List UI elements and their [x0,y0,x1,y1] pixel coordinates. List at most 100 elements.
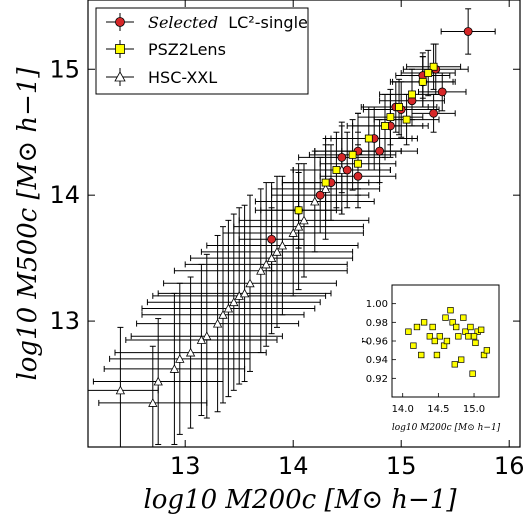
main-markers [115,27,473,407]
inset-data-point [405,328,412,335]
inset-data-point [465,333,472,340]
data-point-hsc-xxl [245,278,255,288]
data-point-hsc-xxl [239,288,250,298]
inset-x-tick-label: 14.0 [392,404,414,415]
svg-text:Selected LC²-single: Selected LC²-single [148,13,308,32]
inset-y-axis-label: r [358,338,371,344]
data-point-lc2-single [375,146,385,156]
inset-data-point [436,333,443,340]
data-point-psz2lens [354,159,362,168]
inset-data-point [420,319,428,326]
inset-data-point [483,347,491,354]
data-point-lc2-single [353,171,363,181]
data-point-psz2lens [424,69,433,77]
data-point-hsc-xxl [218,309,228,319]
y-tick-label: 13 [49,307,80,335]
data-point-psz2lens [418,77,427,86]
inset-data-point [418,351,425,359]
inset-data-point [431,337,438,345]
main-ticks: 13 14 15 16 13 14 15 [49,0,524,480]
data-point-hsc-xxl [169,364,180,373]
inset-data-point [442,314,449,321]
data-point-hsc-xxl [175,354,185,363]
inset-markers [405,307,491,377]
data-point-hsc-xxl [212,318,223,328]
x-tick-label: 16 [494,452,524,480]
data-point-hsc-xxl [223,303,234,313]
data-point-psz2lens [381,122,389,130]
legend-label-psz2lens: PSZ2Lens [148,40,226,59]
data-point-hsc-xxl [115,385,126,395]
inset-data-point [429,323,436,331]
inset-data-point [472,339,479,347]
inset-data-point [467,323,474,331]
data-point-lc2-single [437,87,447,97]
legend-label-hsc-xxl: HSC-XXL [148,68,217,87]
main-plot: 13 14 15 16 13 14 15 log10 M200c [M⊙ h−1] log1… [13,0,524,515]
inset-data-point [443,337,451,345]
data-point-lc2-single [463,27,473,36]
y-tick-label: 15 [49,55,80,83]
data-point-hsc-xxl [266,253,277,263]
inset-y-tick-label: 1.00 [366,299,388,310]
data-point-hsc-xxl [299,215,309,225]
data-point-hsc-xxl [196,335,207,344]
data-point-psz2lens [395,103,403,111]
inset-y-tick-label: 0.96 [366,337,388,348]
data-point-psz2lens [386,113,395,122]
data-point-hsc-xxl [148,398,158,407]
data-point-psz2lens [321,178,330,187]
inset-data-point [458,356,465,363]
data-point-psz2lens [364,134,373,143]
data-point-psz2lens [332,166,341,174]
data-point-hsc-xxl [185,347,196,357]
legend-item-psz2lens: PSZ2Lens [106,40,226,59]
legend-circle-marker [115,17,125,27]
inset-x-tick-label: 14.5 [427,404,449,415]
inset-x-axis-label: log10 M200c [M⊙ h−1] [392,423,501,433]
legend-triangle-marker [114,71,126,82]
data-point-hsc-xxl [261,259,271,269]
data-point-hsc-xxl [293,221,304,231]
data-point-hsc-xxl [202,331,212,341]
inset-y-tick-label: 0.92 [366,374,388,385]
legend-item-lc2: Selected LC²-single [106,13,308,32]
legend: Selected LC²-single PSZ2Lens HSC-XXL [95,7,309,95]
inset-data-point [460,314,467,321]
inset-data-point [478,326,485,333]
data-point-hsc-xxl [272,246,282,256]
data-point-psz2lens [294,206,303,215]
data-point-hsc-xxl [320,184,331,193]
x-tick-label: 14 [278,452,309,480]
inset-data-point [410,342,417,349]
data-point-psz2lens [402,115,411,124]
inset-data-point [469,370,476,377]
inset-data-point [413,323,421,331]
data-point-lc2-single [342,165,352,175]
inset-y-tick-label: 0.94 [366,355,388,366]
legend-square-marker [115,44,125,54]
x-tick-label: 15 [386,452,417,480]
inset-data-point [455,333,462,340]
legend-label-italic: Selected [148,13,218,32]
inset-data-point [470,333,478,340]
y-axis-label: log10 M500c [M⊙ h−1] [13,67,43,381]
y-tick-label: 14 [49,181,80,209]
inset-plot: 14.0 14.5 15.0 0.92 0.94 0.96 0.98 1.00 r log10… [358,276,510,440]
data-point-psz2lens [408,90,416,99]
data-point-hsc-xxl [288,228,298,237]
data-point-hsc-xxl [256,265,266,275]
inset-y-tick-label: 0.98 [366,318,388,329]
inset-ticks: 14.0 14.5 15.0 0.92 0.94 0.96 0.98 1.00 [366,299,485,415]
data-point-hsc-xxl [153,376,163,386]
data-point-lc2-single [267,234,277,244]
data-point-psz2lens [429,62,438,71]
data-point-lc2-single [429,108,439,118]
inset-data-point [453,323,460,331]
inset-data-point [449,319,456,326]
legend-item-hsc-xxl: HSC-XXL [106,68,217,87]
inset-data-point [426,333,433,340]
data-point-lc2-single [315,190,325,200]
data-point-hsc-xxl [229,297,239,307]
